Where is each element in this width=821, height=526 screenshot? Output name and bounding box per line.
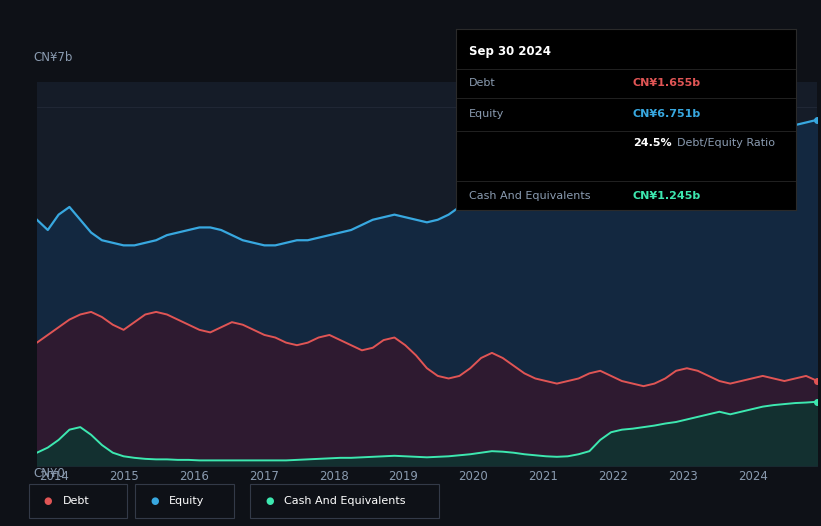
Text: CN¥6.751b: CN¥6.751b [633,109,701,119]
Text: Equity: Equity [169,496,204,507]
Text: CN¥0: CN¥0 [33,468,65,480]
Text: Debt: Debt [470,78,496,88]
Text: CN¥1.655b: CN¥1.655b [633,78,701,88]
Text: 24.5%: 24.5% [633,138,672,148]
Text: Cash And Equivalents: Cash And Equivalents [470,191,591,201]
Text: Debt/Equity Ratio: Debt/Equity Ratio [677,138,775,148]
Text: CN¥1.245b: CN¥1.245b [633,191,701,201]
Text: Cash And Equivalents: Cash And Equivalents [284,496,406,507]
Text: Debt: Debt [62,496,89,507]
Text: ●: ● [150,496,158,507]
Text: Sep 30 2024: Sep 30 2024 [470,45,551,58]
Text: ●: ● [44,496,52,507]
Text: Equity: Equity [470,109,505,119]
Text: ●: ● [265,496,273,507]
Text: CN¥7b: CN¥7b [33,51,72,64]
